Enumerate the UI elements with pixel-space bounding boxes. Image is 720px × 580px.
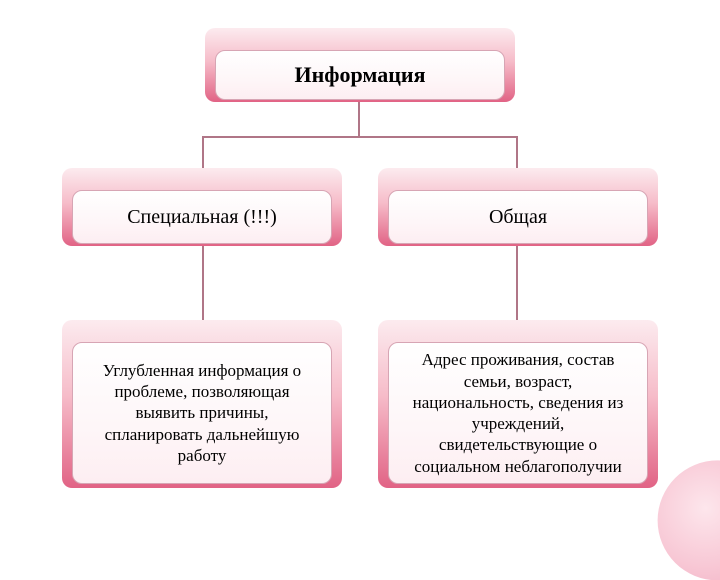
- connector-special-to-leaf: [202, 246, 204, 320]
- node-root: Информация: [205, 28, 515, 102]
- node-special-leaf-label: Углубленная информация о проблеме, позво…: [87, 360, 317, 466]
- node-special-leaf: Углубленная информация о проблеме, позво…: [62, 320, 342, 488]
- node-general-label: Общая: [489, 206, 547, 229]
- connector-general-to-leaf: [516, 246, 518, 320]
- corner-decor-circle: [658, 460, 720, 580]
- node-special-leaf-front: Углубленная информация о проблеме, позво…: [72, 342, 332, 484]
- node-general-leaf-label: Адрес проживания, состав семьи, возраст,…: [403, 349, 633, 477]
- node-special-label: Специальная (!!!): [127, 206, 277, 229]
- node-root-front: Информация: [215, 50, 505, 100]
- node-general: Общая: [378, 168, 658, 246]
- node-general-leaf: Адрес проживания, состав семьи, возраст,…: [378, 320, 658, 488]
- connector-horizontal: [202, 136, 518, 138]
- node-special: Специальная (!!!): [62, 168, 342, 246]
- node-general-front: Общая: [388, 190, 648, 244]
- node-special-front: Специальная (!!!): [72, 190, 332, 244]
- node-root-label: Информация: [294, 62, 425, 88]
- diagram-canvas: Информация Специальная (!!!) Общая Углуб…: [0, 0, 720, 540]
- connector-to-special: [202, 136, 204, 168]
- node-general-leaf-front: Адрес проживания, состав семьи, возраст,…: [388, 342, 648, 484]
- connector-root-down: [358, 102, 360, 136]
- connector-to-general: [516, 136, 518, 168]
